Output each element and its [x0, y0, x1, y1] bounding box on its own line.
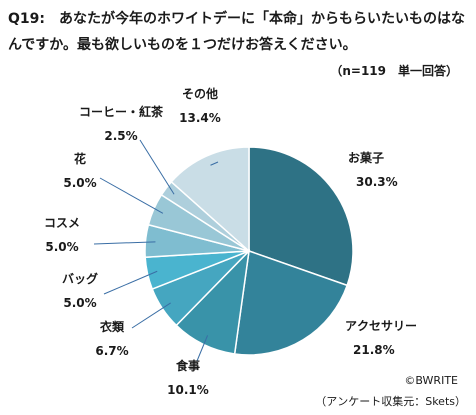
leader-line — [99, 177, 164, 214]
category-label: アクセサリー — [345, 319, 417, 333]
sample-note: （n=119 単一回答） — [330, 64, 458, 78]
leader-line — [210, 161, 219, 166]
category-label: 衣類 — [100, 319, 125, 334]
value-label: 5.0% — [63, 296, 96, 310]
leader-lines — [93, 139, 219, 362]
leader-line — [93, 241, 156, 245]
value-label: 13.4% — [179, 111, 221, 125]
category-label: コスメ — [44, 216, 80, 230]
slice-labels: お菓子 30.3% アクセサリー 21.8% 食事 10.1% 衣類 6.7% バッグ 5.0% コ… — [44, 86, 417, 397]
category-label: 食事 — [175, 358, 200, 373]
value-label: 6.7% — [95, 344, 128, 358]
leader-line — [196, 335, 209, 362]
copyright-text: ©BWRITE — [404, 374, 458, 387]
leader-line — [103, 270, 158, 295]
value-label: 30.3% — [356, 175, 398, 189]
value-label: 21.8% — [353, 343, 395, 357]
category-label: バッグ — [62, 271, 98, 286]
page-title: Q19: あなたが今年のホワイトデーに「本命」からもらいたいものはなんですか。最… — [8, 11, 465, 53]
pie-slice — [248, 146, 354, 287]
leader-line — [131, 302, 171, 329]
pie-slice — [233, 249, 349, 356]
source-text: （アンケート収集元：Skets） — [315, 395, 466, 408]
value-label: 10.1% — [167, 383, 209, 397]
category-label: 花 — [74, 151, 86, 166]
pie-slice — [170, 146, 250, 253]
category-label: コーヒー・紅茶 — [79, 104, 164, 119]
category-label: その他 — [182, 86, 218, 101]
value-label: 5.0% — [45, 240, 78, 254]
leader-line — [139, 139, 175, 195]
value-label: 2.5% — [104, 129, 137, 143]
category-label: お菓子 — [348, 150, 384, 165]
value-label: 5.0% — [63, 176, 96, 190]
pie-slices — [144, 146, 354, 356]
